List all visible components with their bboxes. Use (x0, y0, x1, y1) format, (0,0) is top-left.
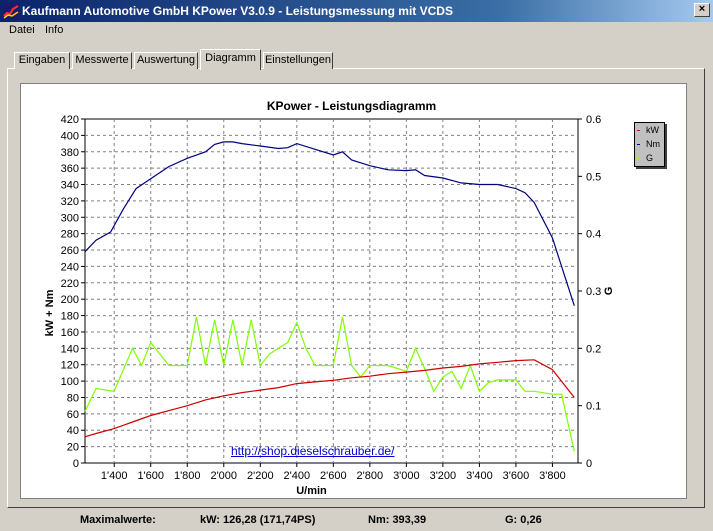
x-tick-label: 2'800 (357, 470, 384, 482)
series-line-nm (84, 141, 575, 306)
legend-label-g: G (646, 153, 654, 163)
y-axis-label: kW + Nm (44, 289, 56, 336)
y-tick-label: 180 (61, 311, 79, 323)
legend-label-kw: kW (646, 125, 659, 135)
tab-messwerte[interactable]: Messwerte (72, 52, 132, 69)
y-tick-label: 20 (67, 442, 79, 454)
chart-area: 0 20 40 60 80 100 120 140 160 180 200 220 240 260 280 3… (20, 83, 687, 499)
legend-label-nm: Nm (646, 139, 660, 149)
tab-diagramm[interactable]: Diagramm (200, 49, 261, 70)
plot-area (84, 118, 579, 464)
tab-einstellungen[interactable]: Einstellungen (263, 52, 333, 69)
legend-item-kw: kW (637, 125, 665, 137)
y2-axis-label: G (603, 287, 615, 296)
y2-tick-label: 0.6 (586, 114, 601, 126)
chart-legend: kW Nm G (634, 122, 665, 167)
y-tick-label: 420 (61, 114, 79, 126)
y-tick-label: 160 (61, 327, 79, 339)
x-tick-label: 1'400 (101, 470, 128, 482)
y-tick-label: 400 (61, 130, 79, 142)
x-tick-label: 3'800 (539, 470, 566, 482)
y2-tick-label: 0.3 (586, 286, 601, 298)
y-tick-label: 260 (61, 245, 79, 257)
y-tick-label: 280 (61, 229, 79, 241)
status-bar: Maximalwerte: kW: 126,28 (171,74PS) Nm: … (0, 508, 713, 531)
legend-swatch-nm (637, 144, 640, 146)
close-button[interactable]: × (694, 3, 710, 17)
y-tick-label: 100 (61, 376, 79, 388)
y-tick-label: 80 (67, 392, 79, 404)
title-bar[interactable]: Kaufmann Automotive GmbH KPower V3.0.9 -… (0, 0, 713, 22)
x-tick-label: 2'000 (210, 470, 237, 482)
max-g-value: G: 0,26 (505, 514, 542, 526)
y2-tick-label: 0.5 (586, 171, 601, 183)
y-tick-label: 140 (61, 343, 79, 355)
legend-swatch-kw (637, 130, 640, 132)
y-tick-label: 40 (67, 425, 79, 437)
series-line-kw (84, 359, 575, 438)
y-tick-label: 120 (61, 360, 79, 372)
legend-item-g: G (637, 153, 665, 165)
max-nm-value: Nm: 393,39 (368, 514, 427, 526)
y-tick-label: 320 (61, 196, 79, 208)
x-tick-label: 1'800 (174, 470, 201, 482)
max-kw-value: kW: 126,28 (171,74PS) (200, 514, 316, 526)
x-tick-label: 3'200 (430, 470, 457, 482)
y-tick-label: 60 (67, 409, 79, 421)
y2-tick-label: 0.4 (586, 229, 601, 241)
y-tick-label: 340 (61, 180, 79, 192)
menu-datei[interactable]: Datei (9, 24, 35, 36)
y-tick-label: 220 (61, 278, 79, 290)
legend-swatch-g (637, 158, 640, 160)
x-tick-label: 1'600 (137, 470, 164, 482)
y2-tick-label: 0.2 (586, 343, 601, 355)
x-axis-label: U/min (296, 485, 327, 497)
y-tick-label: 0 (73, 458, 79, 470)
y2-tick-label: 0 (586, 458, 592, 470)
menu-info[interactable]: Info (45, 24, 64, 36)
y-tick-label: 200 (61, 294, 79, 306)
legend-item-nm: Nm (637, 139, 665, 151)
tab-eingaben[interactable]: Eingaben (14, 52, 70, 69)
x-tick-label: 3'400 (466, 470, 493, 482)
y-tick-label: 380 (61, 147, 79, 159)
shop-link[interactable]: http://shop.dieselschrauber.de/ (231, 444, 395, 458)
x-tick-label: 2'200 (247, 470, 274, 482)
x-tick-label: 2'400 (284, 470, 311, 482)
tab-auswertung[interactable]: Auswertung (134, 52, 198, 69)
x-tick-label: 3'600 (503, 470, 530, 482)
x-tick-label: 2'600 (320, 470, 347, 482)
series-line-g (84, 316, 575, 452)
y-tick-label: 360 (61, 163, 79, 175)
max-values-label: Maximalwerte: (80, 514, 156, 526)
y-tick-label: 300 (61, 212, 79, 224)
y-tick-label: 240 (61, 261, 79, 273)
power-chart: 0 20 40 60 80 100 120 140 160 180 200 220 240 260 280 3… (44, 99, 615, 497)
menu-bar: Datei Info (0, 22, 713, 40)
app-logo-icon (3, 3, 19, 19)
x-tick-label: 3'000 (393, 470, 420, 482)
y2-tick-label: 0.1 (586, 401, 601, 413)
chart-title: KPower - Leistungsdiagramm (267, 99, 436, 113)
window-title: Kaufmann Automotive GmbH KPower V3.0.9 -… (22, 4, 453, 18)
